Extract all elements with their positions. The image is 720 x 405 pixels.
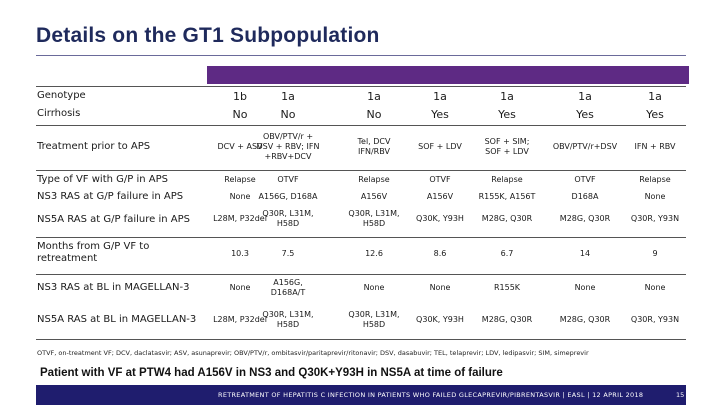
slide-title: Details on the GT1 Subpopulation (36, 24, 380, 47)
table-cell: None (644, 283, 666, 292)
table-cell: Yes (576, 108, 594, 121)
row-label-treatment-prior: Treatment prior to APS (37, 141, 151, 152)
table-cell: None (429, 283, 451, 292)
table-cell: A156G, D168A (258, 192, 318, 201)
table-cell: IFN + RBV (634, 142, 676, 151)
row-divider (36, 170, 686, 171)
table-cell: Q30R, L31M, H58D (262, 310, 314, 329)
table-cell: None (229, 192, 251, 201)
row-divider (36, 125, 686, 126)
table-cell: 8.6 (433, 249, 447, 258)
table-cell: OBV/PTV/r+DSV (552, 142, 618, 151)
table-cell: No (366, 108, 382, 121)
row-label-cirrhosis: Cirrhosis (37, 108, 81, 119)
table-cell: Q30R, Y93N (630, 315, 680, 324)
row-divider (36, 274, 686, 275)
table-cell: Yes (498, 108, 516, 121)
row-label-ns5a-vf: NS5A RAS at G/P failure in APS (37, 214, 190, 225)
table-cell: No (232, 108, 248, 121)
table-cell: Q30K, Y93H (416, 315, 464, 324)
table-cell: R155K, A156T (478, 192, 536, 201)
table-cell: None (363, 283, 385, 292)
table-cell: 1a (367, 90, 381, 103)
table-cell: None (644, 192, 666, 201)
footer-bar (36, 385, 686, 405)
title-divider (36, 55, 686, 56)
table-cell: OTVF (277, 175, 299, 184)
table-cell: L28M, P32del (213, 315, 267, 324)
table-cell: Yes (431, 108, 449, 121)
table-cell: Relapse (224, 175, 256, 184)
row-divider (36, 339, 686, 340)
table-cell: None (574, 283, 596, 292)
row-label-ns5a-bl: NS5A RAS at BL in MAGELLAN-3 (37, 314, 197, 325)
table-cell: 1b (233, 90, 247, 103)
key-takeaway: Patient with VF at PTW4 had A156V in NS3… (40, 367, 503, 379)
row-label-months: Months from G/P VF to retreatment (37, 241, 150, 264)
table-cell: DCV + ASV (217, 142, 263, 151)
table-cell: Yes (646, 108, 664, 121)
row-label-genotype: Genotype (37, 90, 86, 101)
table-cell: A156G, D168A/T (270, 278, 306, 297)
table-cell: Relapse (358, 175, 390, 184)
table-cell: M28G, Q30R (481, 315, 533, 324)
table-cell: Q30R, L31M, H58D (262, 209, 314, 228)
table-cell: 10.3 (231, 249, 249, 258)
page-number: 15 (676, 391, 685, 399)
table-cell: Q30R, L31M, H58D (348, 310, 400, 329)
table-cell: Q30R, L31M, H58D (348, 209, 400, 228)
table-cell: OBV/PTV/r + DSV + RBV; IFN +RBV+DCV (256, 132, 320, 161)
table-cell: A156V (360, 192, 388, 201)
table-cell: 14 (579, 249, 591, 258)
table-cell: 6.7 (500, 249, 514, 258)
row-label-vf-type: Type of VF with G/P in APS (37, 174, 168, 185)
table-cell: SOF + LDV (418, 142, 462, 151)
abbreviations-footnote: OTVF, on-treatment VF; DCV, daclatasvir;… (37, 349, 589, 357)
table-cell: Relapse (639, 175, 671, 184)
table-cell: D168A (571, 192, 599, 201)
table-cell: M28G, Q30R (559, 315, 611, 324)
table-cell: None (229, 283, 251, 292)
row-divider (36, 86, 686, 87)
table-cell: 1a (500, 90, 514, 103)
table-cell: 1a (578, 90, 592, 103)
table-cell: OTVF (574, 175, 596, 184)
table-cell: L28M, P32del (213, 214, 267, 223)
table-cell: R155K (493, 283, 521, 292)
row-label-ns3-vf: NS3 RAS at G/P failure in APS (37, 191, 184, 202)
table-cell: Q30R, Y93N (630, 214, 680, 223)
table-cell: 1a (648, 90, 662, 103)
table-cell: 7.5 (281, 249, 295, 258)
table-cell: A156V (426, 192, 454, 201)
row-divider (36, 237, 686, 238)
table-header-band (207, 66, 689, 84)
table-cell: M28G, Q30R (559, 214, 611, 223)
table-cell: No (280, 108, 296, 121)
footer-text: RETREATMENT OF HEPATITIS C INFECTION IN … (218, 391, 644, 399)
table-cell: Tel, DCV IFN/RBV (357, 137, 391, 156)
table-cell: M28G, Q30R (481, 214, 533, 223)
table-cell: 1a (281, 90, 295, 103)
table-cell: 1a (433, 90, 447, 103)
table-cell: Q30K, Y93H (416, 214, 464, 223)
table-cell: 12.6 (365, 249, 383, 258)
row-label-ns3-bl: NS3 RAS at BL in MAGELLAN-3 (37, 282, 190, 293)
table-cell: 9 (652, 249, 658, 258)
table-cell: Relapse (491, 175, 523, 184)
table-cell: OTVF (429, 175, 451, 184)
table-cell: SOF + SIM; SOF + LDV (484, 137, 530, 156)
